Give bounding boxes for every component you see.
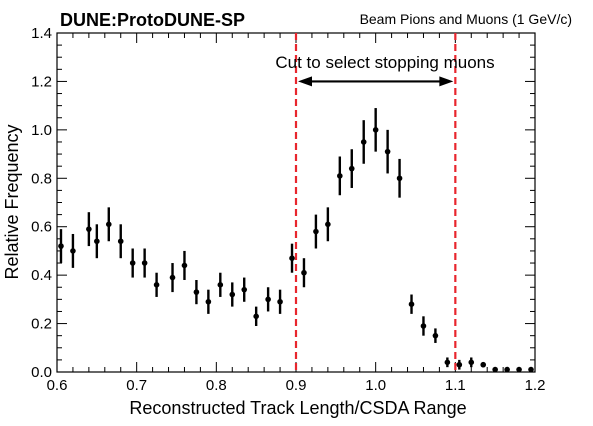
data-point	[432, 332, 439, 339]
data-point	[360, 139, 367, 145]
data-point	[94, 238, 100, 245]
data-point	[348, 165, 355, 172]
data-point	[480, 361, 487, 368]
data-point	[181, 262, 188, 269]
data-point	[504, 366, 510, 373]
data-point	[408, 301, 415, 308]
y-tick-label: 1.0	[31, 122, 52, 139]
data-point	[205, 298, 212, 305]
data-point	[229, 291, 236, 298]
data-point	[492, 366, 498, 373]
data-point	[141, 260, 148, 266]
data-point	[217, 282, 224, 288]
x-tick-label: 1.2	[525, 377, 546, 394]
data-point	[420, 323, 427, 329]
data-point	[86, 226, 92, 232]
y-tick-label: 0.6	[31, 219, 52, 236]
data-point	[241, 286, 248, 293]
data-point	[70, 248, 76, 254]
x-tick-label: 0.7	[126, 377, 147, 394]
data-point	[193, 289, 200, 295]
cut-arrow-head-right	[439, 76, 454, 87]
data-point	[253, 313, 259, 320]
data-point	[105, 221, 112, 228]
y-tick-label: 1.4	[31, 25, 52, 42]
data-point	[117, 238, 124, 245]
data-point	[58, 243, 64, 249]
x-tick-label: 1.0	[365, 377, 386, 394]
data-point	[528, 366, 534, 373]
x-tick-label: 0.8	[206, 377, 227, 394]
chart-title: DUNE:ProtoDUNE-SP	[60, 10, 245, 30]
x-tick-label: 1.1	[445, 377, 466, 394]
data-point	[169, 274, 176, 281]
data-point	[337, 173, 343, 179]
y-tick-label: 0.0	[31, 364, 52, 381]
data-point	[313, 228, 319, 235]
data-point	[153, 282, 160, 288]
data-point	[301, 269, 307, 276]
data-point	[265, 296, 271, 303]
data-point	[384, 148, 391, 155]
x-tick-label: 0.9	[286, 377, 307, 394]
cut-arrow-head-left	[298, 76, 312, 87]
y-tick-label: 0.2	[31, 316, 52, 333]
cut-annotation-label: Cut to select stopping muons	[275, 53, 494, 72]
data-point	[456, 361, 463, 368]
data-point	[289, 255, 295, 261]
data-point	[325, 221, 331, 228]
y-axis-title: Relative Frequency	[2, 124, 22, 279]
y-tick-label: 1.2	[31, 73, 52, 90]
data-point	[468, 359, 475, 366]
y-tick-label: 0.4	[31, 267, 52, 284]
data-point	[396, 175, 403, 182]
x-axis-title: Reconstructed Track Length/CSDA Range	[129, 398, 466, 418]
data-point	[372, 127, 379, 133]
chart-subtitle: Beam Pions and Muons (1 GeV/c)	[360, 11, 572, 27]
y-tick-label: 0.8	[31, 170, 52, 187]
x-tick-label: 0.6	[47, 377, 68, 394]
data-point	[277, 298, 283, 305]
data-point	[444, 359, 451, 366]
plot-area: 0.6 0.7 0.8 0.9 1.0 1.1 1.2 0.0 0.2 0.4 0.6 0.8 1.0 1…	[31, 25, 545, 394]
data-point	[516, 366, 522, 373]
data-point	[129, 260, 136, 266]
